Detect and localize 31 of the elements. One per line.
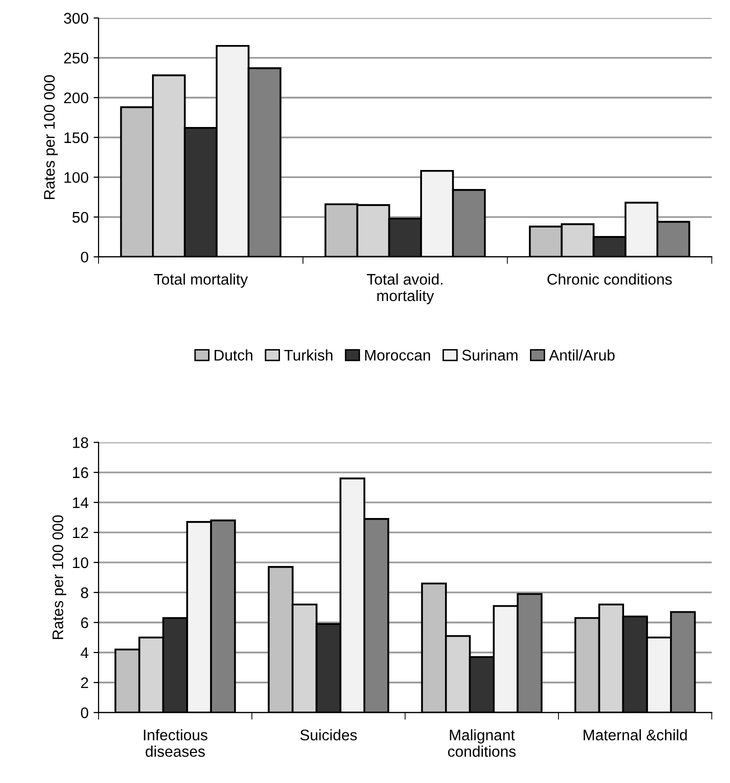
y-tick-label: 4: [80, 648, 88, 658]
y-tick-label: 8: [80, 587, 88, 598]
y-tick-label: 6: [81, 617, 88, 628]
y-tick-label: 100: [64, 172, 88, 183]
legend-label: Antil/Arub: [549, 349, 615, 361]
y-axis-title: Rates per 100 000: [44, 75, 58, 200]
x-tick-label: Infectious diseases: [144, 729, 208, 757]
legend-label: Turkish: [284, 349, 332, 361]
y-tick-label: 16: [73, 467, 88, 478]
legend-label: Dutch: [214, 349, 252, 361]
legend-label: Surinam: [462, 349, 518, 361]
y-tick-label: 200: [64, 92, 88, 104]
y-tick-label: 18: [73, 437, 88, 448]
y-tick-label: 300: [64, 12, 88, 24]
y-tick-label: 10: [73, 557, 88, 568]
y-tick-label: 12: [73, 527, 88, 538]
x-tick-label: Maternal &child: [584, 729, 687, 740]
x-tick-label: Chronic conditions: [547, 273, 672, 285]
y-tick-label: 0: [80, 707, 88, 718]
x-tick-label: Total avoid. mortality: [366, 273, 442, 304]
y-tick-label: 250: [64, 52, 88, 64]
y-tick-label: 14: [73, 497, 88, 508]
y-axis-title: Rates per 100 000: [52, 515, 66, 640]
x-tick-label: Suicides: [300, 729, 357, 740]
y-tick-label: 2: [81, 677, 88, 688]
x-tick-label: Total mortality: [154, 273, 248, 288]
y-tick-label: 50: [72, 212, 88, 223]
x-tick-label: Malignant conditions: [448, 729, 516, 757]
legend-label: Moroccan: [365, 350, 430, 361]
y-tick-label: 150: [64, 132, 88, 144]
y-tick-label: 0: [80, 252, 88, 263]
